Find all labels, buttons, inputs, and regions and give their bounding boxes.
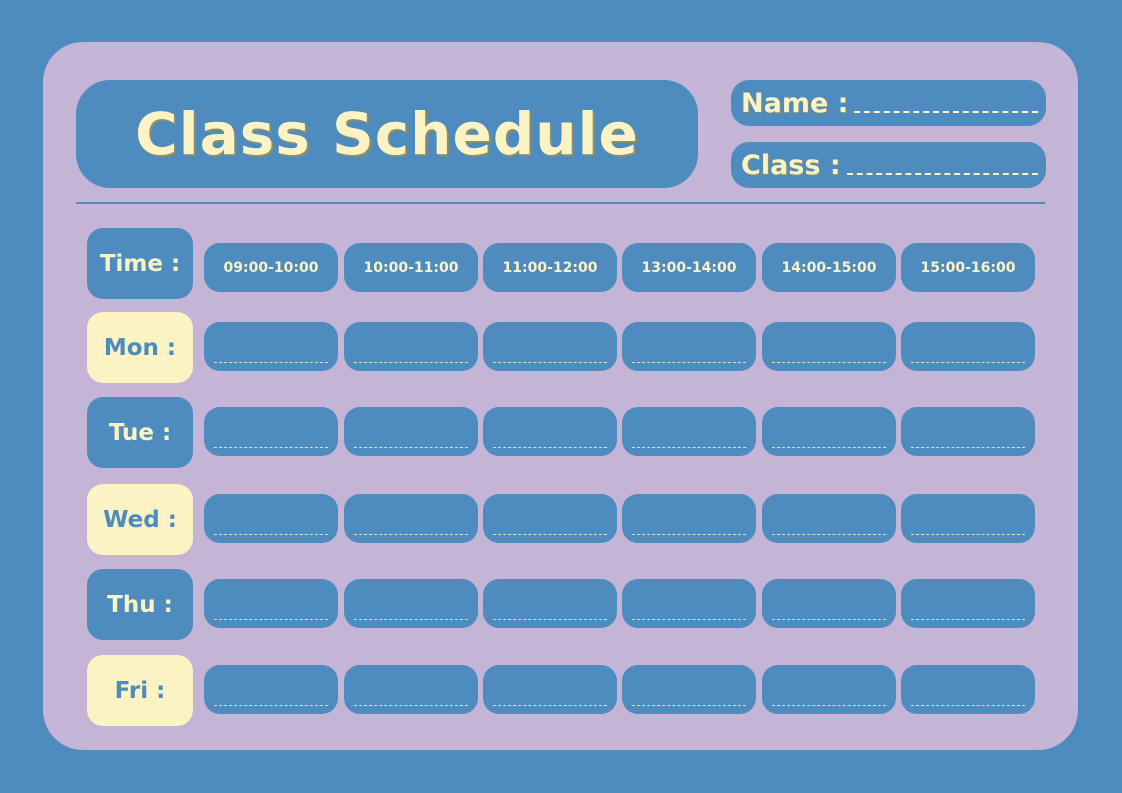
divider bbox=[76, 202, 1045, 204]
cell-writing-line bbox=[214, 362, 328, 363]
schedule-cell[interactable] bbox=[483, 579, 617, 628]
schedule-cell[interactable] bbox=[622, 322, 756, 371]
cell-writing-line bbox=[493, 534, 607, 535]
cell-writing-line bbox=[632, 619, 746, 620]
schedule-cell[interactable] bbox=[762, 322, 896, 371]
schedule-cell[interactable] bbox=[204, 322, 338, 371]
day-label: Mon : bbox=[87, 312, 193, 383]
cell-writing-line bbox=[772, 534, 886, 535]
time-slot-header: 09:00-10:00 bbox=[204, 243, 338, 292]
schedule-cell[interactable] bbox=[622, 665, 756, 714]
cell-writing-line bbox=[493, 619, 607, 620]
schedule-cell[interactable] bbox=[762, 579, 896, 628]
cell-writing-line bbox=[214, 534, 328, 535]
class-input-line[interactable] bbox=[846, 173, 1038, 175]
schedule-cell[interactable] bbox=[483, 322, 617, 371]
schedule-cell[interactable] bbox=[622, 579, 756, 628]
class-label: Class : bbox=[741, 149, 841, 181]
cell-writing-line bbox=[354, 619, 468, 620]
cell-writing-line bbox=[632, 447, 746, 448]
schedule-cell[interactable] bbox=[344, 407, 478, 456]
cell-writing-line bbox=[214, 619, 328, 620]
cell-writing-line bbox=[632, 705, 746, 706]
cell-writing-line bbox=[911, 362, 1025, 363]
cell-writing-line bbox=[632, 534, 746, 535]
schedule-cell[interactable] bbox=[483, 665, 617, 714]
schedule-cell[interactable] bbox=[344, 579, 478, 628]
schedule-cell[interactable] bbox=[762, 494, 896, 543]
schedule-cell[interactable] bbox=[762, 407, 896, 456]
cell-writing-line bbox=[354, 362, 468, 363]
schedule-cell[interactable] bbox=[762, 665, 896, 714]
cell-writing-line bbox=[911, 447, 1025, 448]
cell-writing-line bbox=[772, 362, 886, 363]
cell-writing-line bbox=[632, 362, 746, 363]
cell-writing-line bbox=[772, 705, 886, 706]
time-slot-header: 15:00-16:00 bbox=[901, 243, 1035, 292]
schedule-cell[interactable] bbox=[622, 494, 756, 543]
cell-writing-line bbox=[911, 619, 1025, 620]
schedule-cell[interactable] bbox=[204, 579, 338, 628]
cell-writing-line bbox=[493, 447, 607, 448]
schedule-cell[interactable] bbox=[483, 407, 617, 456]
schedule-cell[interactable] bbox=[901, 579, 1035, 628]
cell-writing-line bbox=[911, 534, 1025, 535]
cell-writing-line bbox=[354, 534, 468, 535]
cell-writing-line bbox=[354, 447, 468, 448]
time-slot-header: 11:00-12:00 bbox=[483, 243, 617, 292]
cell-writing-line bbox=[493, 362, 607, 363]
time-slot-header: 10:00-11:00 bbox=[344, 243, 478, 292]
day-label: Wed : bbox=[87, 484, 193, 555]
schedule-cell[interactable] bbox=[483, 494, 617, 543]
schedule-cell[interactable] bbox=[344, 494, 478, 543]
schedule-cell[interactable] bbox=[901, 322, 1035, 371]
class-field[interactable]: Class : bbox=[731, 142, 1046, 188]
cell-writing-line bbox=[354, 705, 468, 706]
schedule-cell[interactable] bbox=[901, 665, 1035, 714]
day-label: Fri : bbox=[87, 655, 193, 726]
schedule-cell[interactable] bbox=[204, 494, 338, 543]
schedule-cell[interactable] bbox=[622, 407, 756, 456]
schedule-cell[interactable] bbox=[901, 494, 1035, 543]
cell-writing-line bbox=[772, 619, 886, 620]
time-slot-header: 13:00-14:00 bbox=[622, 243, 756, 292]
time-label: Time : bbox=[87, 228, 193, 299]
schedule-cell[interactable] bbox=[901, 407, 1035, 456]
schedule-cell[interactable] bbox=[344, 322, 478, 371]
name-label: Name : bbox=[741, 87, 849, 119]
schedule-cell[interactable] bbox=[204, 407, 338, 456]
time-slot-header: 14:00-15:00 bbox=[762, 243, 896, 292]
name-input-line[interactable] bbox=[854, 111, 1038, 113]
name-field[interactable]: Name : bbox=[731, 80, 1046, 126]
schedule-cell[interactable] bbox=[344, 665, 478, 714]
page-title: Class Schedule bbox=[135, 100, 639, 168]
cell-writing-line bbox=[772, 447, 886, 448]
schedule-cell[interactable] bbox=[204, 665, 338, 714]
cell-writing-line bbox=[493, 705, 607, 706]
title-banner: Class Schedule bbox=[76, 80, 698, 188]
cell-writing-line bbox=[911, 705, 1025, 706]
day-label: Thu : bbox=[87, 569, 193, 640]
cell-writing-line bbox=[214, 705, 328, 706]
cell-writing-line bbox=[214, 447, 328, 448]
day-label: Tue : bbox=[87, 397, 193, 468]
